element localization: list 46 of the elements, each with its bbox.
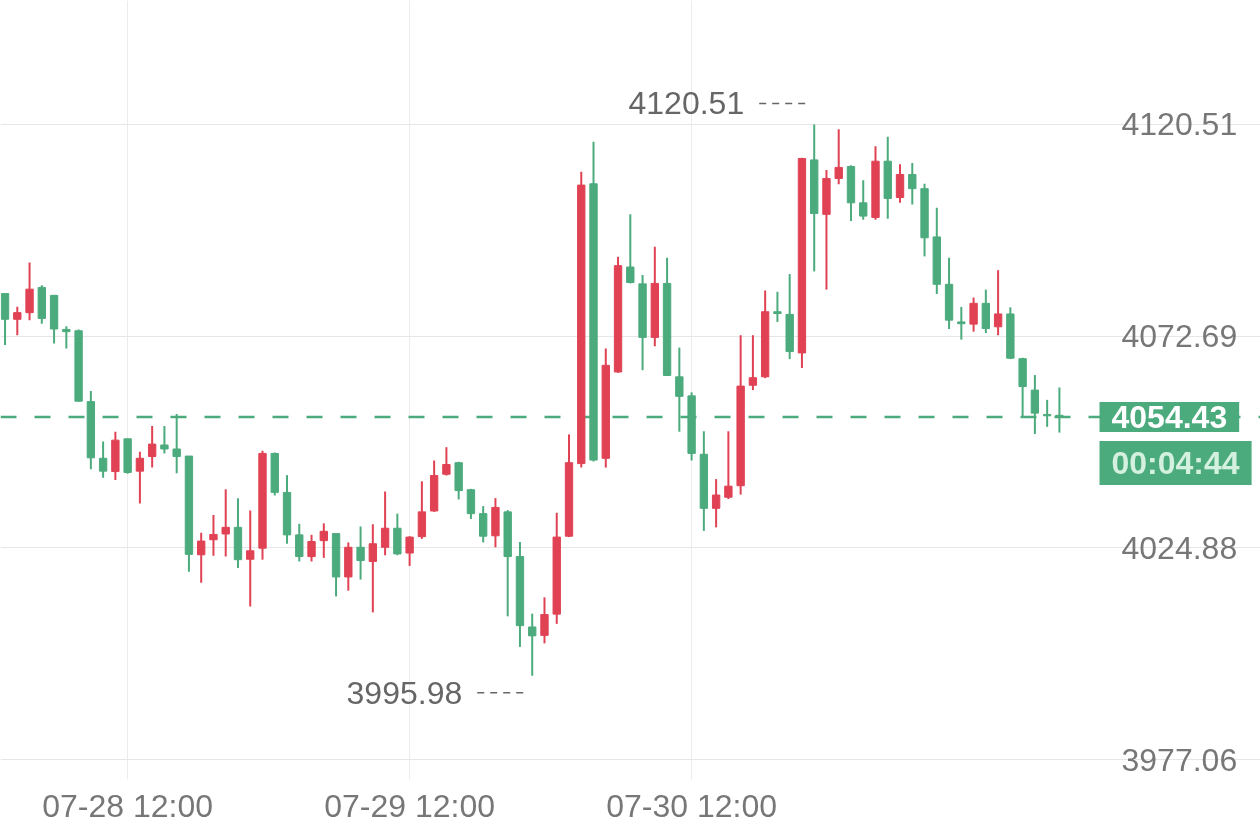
text: 00:04:44 [1111,444,1240,481]
y-tick-label: 3977.06 [1121,741,1238,778]
y-tick-label: 4024.88 [1121,529,1238,566]
candlestick [442,446,451,477]
candlestick [405,535,414,567]
y-tick-label: 4072.69 [1121,318,1238,355]
candlestick [368,523,378,614]
ref-line-label: 4054.43 [1111,398,1228,435]
candlestick [197,531,206,584]
candlestick [908,161,917,206]
candlestick [246,509,255,608]
candlestick [626,213,635,285]
candlestick [295,522,304,563]
candlestick [528,612,537,677]
candlestick [540,596,549,645]
annotation: 4120.51 [628,85,745,122]
y-tick-label: 4120.51 [1121,106,1238,143]
candlestick [380,490,390,557]
candlestick [209,513,218,557]
candlestick [135,450,145,505]
candlestick [466,487,476,520]
candlestick [147,424,157,469]
candlestick [969,296,978,333]
x-tick-label: 07-30 12:00 [606,787,778,824]
candlestick [479,505,488,544]
candlestick [62,325,71,350]
candlestick [160,424,169,455]
annotation: 3995.98 [346,674,463,711]
candlestick [724,430,733,501]
candlestick [221,488,230,558]
candlestick [834,128,843,186]
candlestick [895,163,905,204]
candlestick [957,305,966,341]
candlestick [993,269,1003,337]
candlestick [13,305,22,337]
candlestick [25,261,34,322]
candlestick [748,334,758,392]
candlestick [773,290,782,323]
candlestick [711,478,721,529]
candlestick [356,525,365,581]
x-tick-label: 07-29 12:00 [324,787,496,824]
candlestick [98,440,108,479]
x-tick-label: 07-28 12:00 [42,787,214,824]
candlestick [307,533,316,563]
candlestick [859,179,868,221]
candlestick [319,522,328,559]
